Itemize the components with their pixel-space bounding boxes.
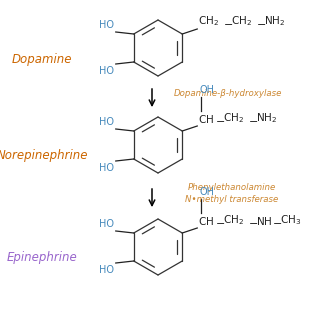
Text: $\mathregular{CH}$: $\mathregular{CH}$ — [198, 113, 214, 125]
Text: HO: HO — [99, 20, 114, 30]
Text: HO: HO — [99, 219, 114, 229]
Text: $\mathregular{CH_2}$: $\mathregular{CH_2}$ — [223, 111, 244, 125]
Text: $-$: $-$ — [248, 217, 258, 227]
Text: HO: HO — [99, 117, 114, 127]
Text: $\mathregular{CH_2}$: $\mathregular{CH_2}$ — [223, 213, 244, 227]
Text: $-$: $-$ — [223, 18, 234, 28]
Text: $-$: $-$ — [256, 18, 266, 28]
Text: $-$: $-$ — [248, 115, 258, 125]
Text: $-$: $-$ — [272, 217, 282, 227]
Text: $\mathregular{CH}$: $\mathregular{CH}$ — [198, 215, 214, 227]
Text: N•methyl transferase: N•methyl transferase — [185, 195, 279, 203]
Text: OH: OH — [199, 187, 214, 197]
Text: Phenylethanolamine: Phenylethanolamine — [188, 183, 276, 192]
Text: Dopamine: Dopamine — [12, 54, 72, 67]
Text: HO: HO — [99, 66, 114, 76]
Text: $\mathregular{NH}$: $\mathregular{NH}$ — [256, 215, 272, 227]
Text: HO: HO — [99, 163, 114, 173]
Text: OH: OH — [199, 85, 214, 95]
Text: $\mathregular{NH_2}$: $\mathregular{NH_2}$ — [256, 111, 278, 125]
Text: $-$: $-$ — [215, 115, 225, 125]
Text: Norepinephrine: Norepinephrine — [0, 148, 88, 161]
Text: HO: HO — [99, 265, 114, 275]
Text: $-$: $-$ — [215, 217, 225, 227]
Text: $\mathregular{CH_2}$: $\mathregular{CH_2}$ — [198, 14, 219, 28]
Text: $\mathregular{CH_3}$: $\mathregular{CH_3}$ — [280, 213, 301, 227]
Text: $\mathregular{NH_2}$: $\mathregular{NH_2}$ — [264, 14, 286, 28]
Text: Dopamine-β-hydroxylase: Dopamine-β-hydroxylase — [174, 88, 282, 97]
Text: Epinephrine: Epinephrine — [7, 251, 78, 264]
Text: $\mathregular{CH_2}$: $\mathregular{CH_2}$ — [231, 14, 252, 28]
